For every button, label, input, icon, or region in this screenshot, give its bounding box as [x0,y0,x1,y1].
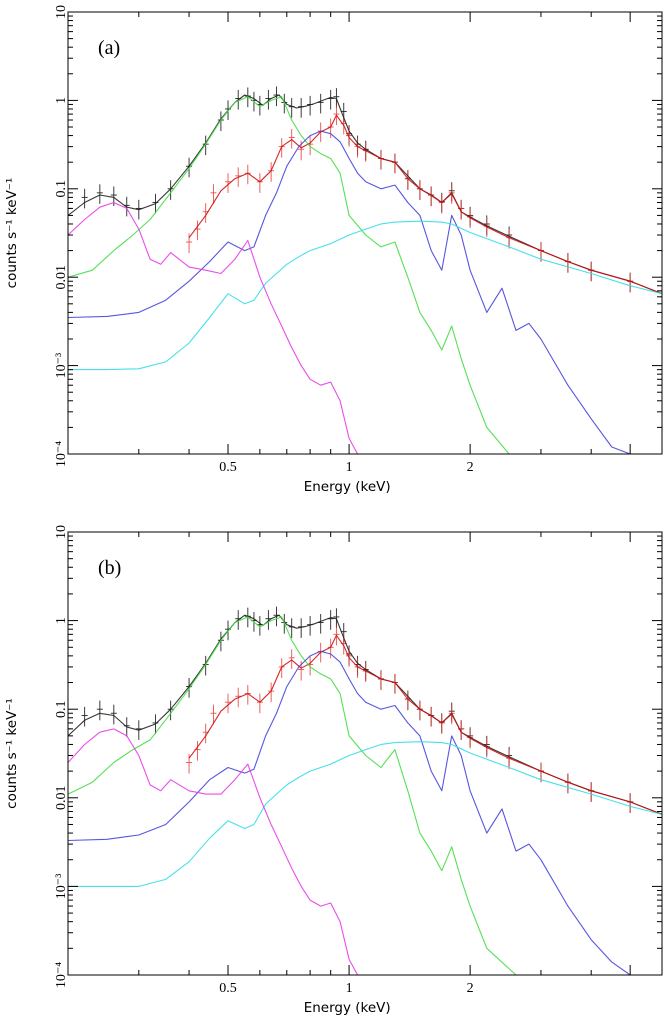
y-axis-title-b: counts s⁻¹ keV⁻¹ [4,698,20,809]
x-tick-label: 1 [346,460,353,475]
series-line-component_blue [68,650,647,975]
y-tick-label: 10 [54,5,69,19]
x-axis-title-a: Energy (keV) [304,479,391,495]
panel-label-a: (a) [98,37,120,59]
series-line-model_total_black [68,614,662,815]
y-tick-label: 10⁻⁴ [54,441,69,467]
series-line-component_green [68,96,510,454]
x-tick-label: 1 [346,981,353,996]
y-axis-title-a: counts s⁻¹ keV⁻¹ [4,178,20,289]
y-tick-label: 10⁻³ [54,874,69,900]
y-tick-label: 0.01 [54,786,69,811]
series-line-model_total_red [188,634,662,815]
series-line-component_magenta [68,201,359,454]
y-tick-label: 10⁻⁴ [54,962,69,988]
ticks-layer-a: 0.5 1 2 10 1 0.1 0.01 10⁻³ 10⁻⁴ [54,5,663,475]
panel-a: 0.5 1 2 10 1 0.1 0.01 10⁻³ 10⁻⁴ (a) Energy (keV)… [4,5,663,495]
y-tick-label: 1 [54,617,69,624]
y-tick-label: 10⁻³ [54,353,69,379]
series-line-model_total_black [68,94,662,295]
x-tick-label: 0.5 [219,460,237,475]
plot-frame-a [67,11,663,455]
series-points-data_red [186,625,662,823]
plot-frame-b [67,531,663,976]
y-tick-label: 0.1 [54,180,69,198]
panel-label-b: (b) [98,557,121,579]
x-tick-label: 2 [467,460,474,475]
series-line-model_total_red [188,114,662,295]
series-line-component_green [68,616,517,975]
x-tick-label: 0.5 [219,981,237,996]
y-tick-label: 1 [54,97,69,104]
series-line-component_cyan [68,220,662,371]
x-axis-title-b: Energy (keV) [304,1000,391,1016]
y-tick-label: 0.01 [54,265,69,290]
series-line-component_cyan [68,741,662,887]
x-tick-label: 2 [467,981,474,996]
y-tick-label: 0.1 [54,700,69,718]
series-line-component_blue [68,130,647,454]
series-layer-a [68,86,662,454]
panel-b: 0.5 1 2 10 1 0.1 0.01 10⁻³ 10⁻⁴ (b) Energy (keV)… [4,525,663,1016]
series-line-component_magenta [68,728,359,975]
series-layer-b [68,606,662,975]
ticks-layer-b: 0.5 1 2 10 1 0.1 0.01 10⁻³ 10⁻⁴ [54,525,663,996]
y-tick-label: 10 [54,525,69,539]
